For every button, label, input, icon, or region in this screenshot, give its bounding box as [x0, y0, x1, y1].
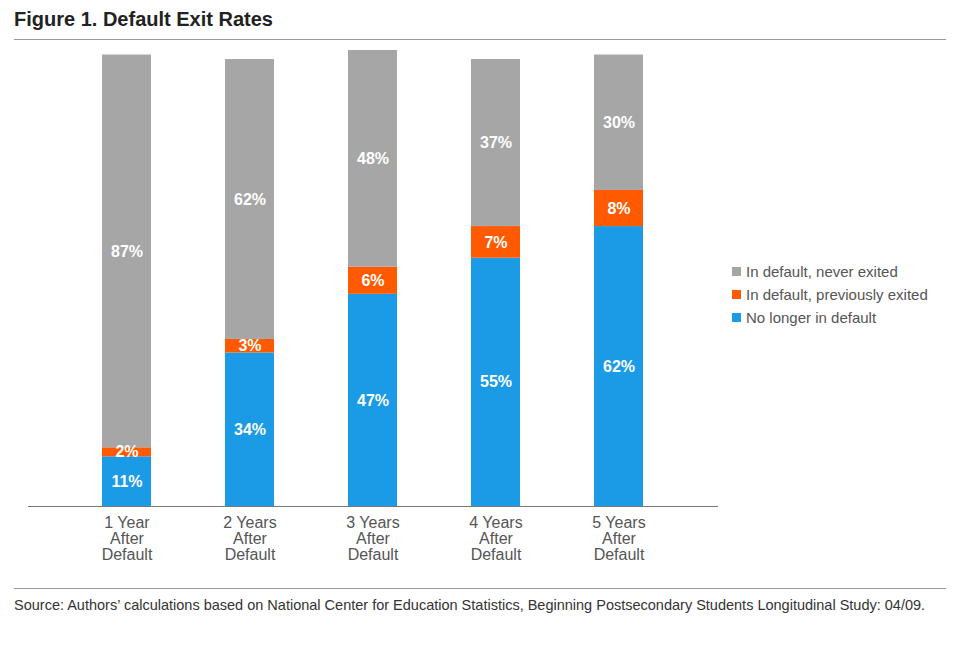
html-text:No longer in default: No longer in default: [746, 308, 877, 326]
svg-text:3%: 3%: [238, 337, 261, 354]
svg-text:7%: 7%: [484, 234, 507, 251]
svg-text:11%: 11%: [111, 473, 142, 490]
svg-text:37%: 37%: [480, 134, 512, 151]
svg-text:55%: 55%: [480, 373, 512, 390]
svg-text:2%: 2%: [115, 443, 138, 460]
svg-text:2 YearsAfterDefault: 2 YearsAfterDefault: [223, 514, 276, 563]
svg-text:87%: 87%: [111, 243, 143, 260]
html-text:In default, never exited: In default, never exited: [746, 262, 898, 280]
svg-text:5 YearsAfterDefault: 5 YearsAfterDefault: [592, 514, 645, 563]
svg-text:4 YearsAfterDefault: 4 YearsAfterDefault: [469, 514, 522, 563]
svg-text:6%: 6%: [361, 272, 384, 289]
svg-text:47%: 47%: [357, 392, 389, 409]
svg-text:1 YearAfterDefault: 1 YearAfterDefault: [102, 514, 153, 563]
svg-text:62%: 62%: [234, 191, 266, 208]
svg-text:8%: 8%: [607, 200, 630, 217]
svg-text:48%: 48%: [357, 150, 389, 167]
html-text:Source: Authors’ calculations: Source: Authors’ calculations based on N…: [14, 597, 926, 613]
svg-text:34%: 34%: [234, 421, 266, 438]
html-text:Figure 1. Default Exit Rates: Figure 1. Default Exit Rates: [14, 8, 273, 30]
svg-text:3 YearsAfterDefault: 3 YearsAfterDefault: [346, 514, 399, 563]
svg-text:62%: 62%: [603, 358, 635, 375]
html-text:In default, previously exited: In default, previously exited: [746, 285, 928, 303]
svg-text:30%: 30%: [603, 114, 635, 131]
